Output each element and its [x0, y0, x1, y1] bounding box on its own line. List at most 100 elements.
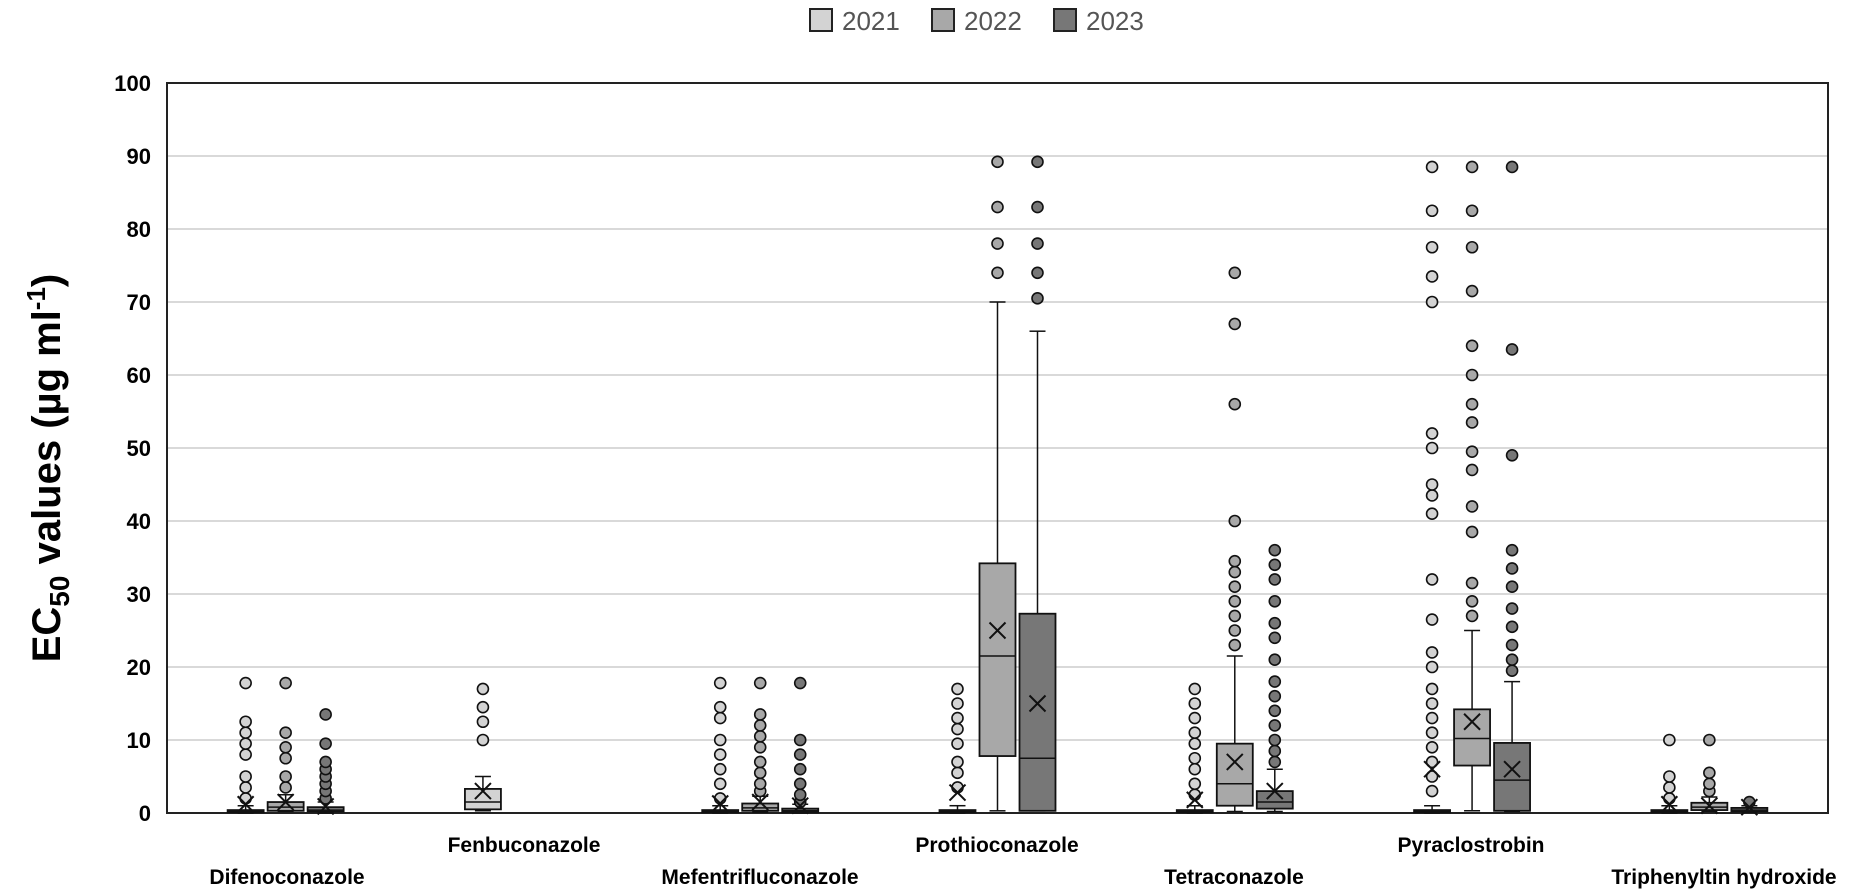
outlier-point — [1425, 697, 1439, 710]
outlier-point — [1268, 594, 1282, 608]
outlier-point — [1268, 573, 1282, 586]
outlier-point — [476, 682, 490, 696]
outlier-point — [753, 708, 767, 721]
box — [1255, 790, 1294, 810]
outlier-point — [1425, 784, 1439, 798]
outlier-point — [753, 719, 767, 732]
mean-marker — [236, 795, 255, 813]
outlier-point — [1465, 368, 1479, 382]
box — [1018, 612, 1057, 812]
outlier-point — [1425, 770, 1439, 783]
outlier-point — [1425, 204, 1439, 218]
mean-marker — [1226, 753, 1244, 771]
outlier-point — [1268, 631, 1282, 645]
mean-marker — [474, 782, 492, 800]
outlier-point — [951, 722, 964, 736]
mean-marker — [1503, 760, 1521, 778]
outlier-point — [279, 740, 292, 754]
outlier-point — [1188, 711, 1202, 725]
x-category-label: Prothioconazole — [915, 834, 1078, 857]
outlier-point — [1425, 489, 1439, 502]
y-axis-title-suffix: ) — [25, 274, 69, 287]
outlier-point — [239, 715, 252, 729]
outlier-point — [753, 740, 767, 754]
outlier-point — [1425, 507, 1439, 521]
box-2023 — [1493, 160, 1531, 813]
outlier-point — [1228, 609, 1242, 623]
y-tick-label: 90 — [127, 144, 151, 169]
box-2021 — [464, 682, 502, 812]
outlier-point — [1465, 525, 1479, 539]
outlier-point — [1425, 295, 1439, 309]
box-2023 — [306, 708, 345, 816]
outlier-point — [793, 762, 807, 776]
outlier-point — [1663, 781, 1676, 794]
outlier-point — [1188, 726, 1202, 740]
outlier-point — [1425, 240, 1439, 254]
mean-marker — [1740, 798, 1759, 816]
outlier-point — [753, 676, 767, 690]
outlier-point — [476, 733, 490, 747]
outlier-point — [1228, 580, 1242, 594]
outlier-point — [951, 697, 964, 710]
outlier-point — [239, 737, 252, 750]
mean-marker — [1028, 694, 1047, 713]
outlier-point — [1425, 441, 1439, 455]
outlier-point — [951, 755, 964, 769]
outlier-point — [1465, 500, 1479, 513]
outlier-point — [713, 676, 727, 690]
outlier-point — [1228, 638, 1242, 652]
mean-marker — [1266, 782, 1284, 800]
box-2021 — [701, 676, 740, 814]
box — [1493, 742, 1531, 812]
y-tick-label: 80 — [127, 217, 151, 242]
y-axis-title-subscript: 50 — [44, 576, 75, 607]
outlier-point — [1425, 270, 1439, 283]
box-2021 — [1413, 160, 1451, 814]
outlier-point — [279, 751, 292, 765]
outlier-point — [1465, 463, 1479, 477]
y-tick-label: 20 — [127, 655, 151, 680]
outlier-point — [1663, 733, 1676, 747]
legend-swatch — [931, 8, 955, 32]
outlier-point — [713, 711, 727, 725]
outlier-point — [713, 777, 727, 791]
x-category-label: Pyraclostrobin — [1397, 834, 1544, 857]
box-2022 — [741, 676, 780, 814]
outlier-point — [1188, 737, 1202, 750]
outlier-point — [793, 676, 807, 690]
outlier-point — [951, 766, 964, 780]
box-2022 — [1690, 733, 1729, 815]
outlier-point — [1465, 445, 1479, 458]
outlier-point — [793, 733, 807, 747]
box-2022 — [266, 676, 305, 813]
legend-swatch — [1053, 8, 1077, 32]
mean-marker — [751, 793, 769, 811]
outlier-point — [753, 777, 767, 791]
y-tick-label: 10 — [127, 728, 151, 753]
y-axis-title-middle: values (µg ml — [25, 310, 69, 575]
mean-marker — [1463, 713, 1481, 731]
y-tick-label: 100 — [114, 71, 151, 96]
outlier-point — [1228, 565, 1242, 579]
outlier-point — [991, 266, 1004, 280]
outlier-point — [793, 788, 807, 802]
outlier-point — [1703, 766, 1716, 780]
box — [1453, 708, 1491, 767]
y-axis-title-prefix: EC — [25, 607, 69, 663]
outlier-point — [793, 748, 807, 761]
outlier-point — [1268, 755, 1282, 769]
box-2023 — [1730, 795, 1769, 816]
outlier-point — [1268, 704, 1282, 718]
outlier-point — [1425, 660, 1439, 674]
outlier-point — [239, 792, 252, 805]
outlier-point — [1425, 646, 1439, 659]
y-tick-label: 60 — [127, 363, 151, 388]
x-category-label: Tetraconazole — [1164, 866, 1304, 889]
outlier-point — [1505, 448, 1519, 462]
outlier-point — [1228, 317, 1242, 331]
outlier-point — [319, 708, 332, 721]
box-2021 — [1650, 733, 1689, 814]
outlier-point — [1228, 624, 1242, 637]
